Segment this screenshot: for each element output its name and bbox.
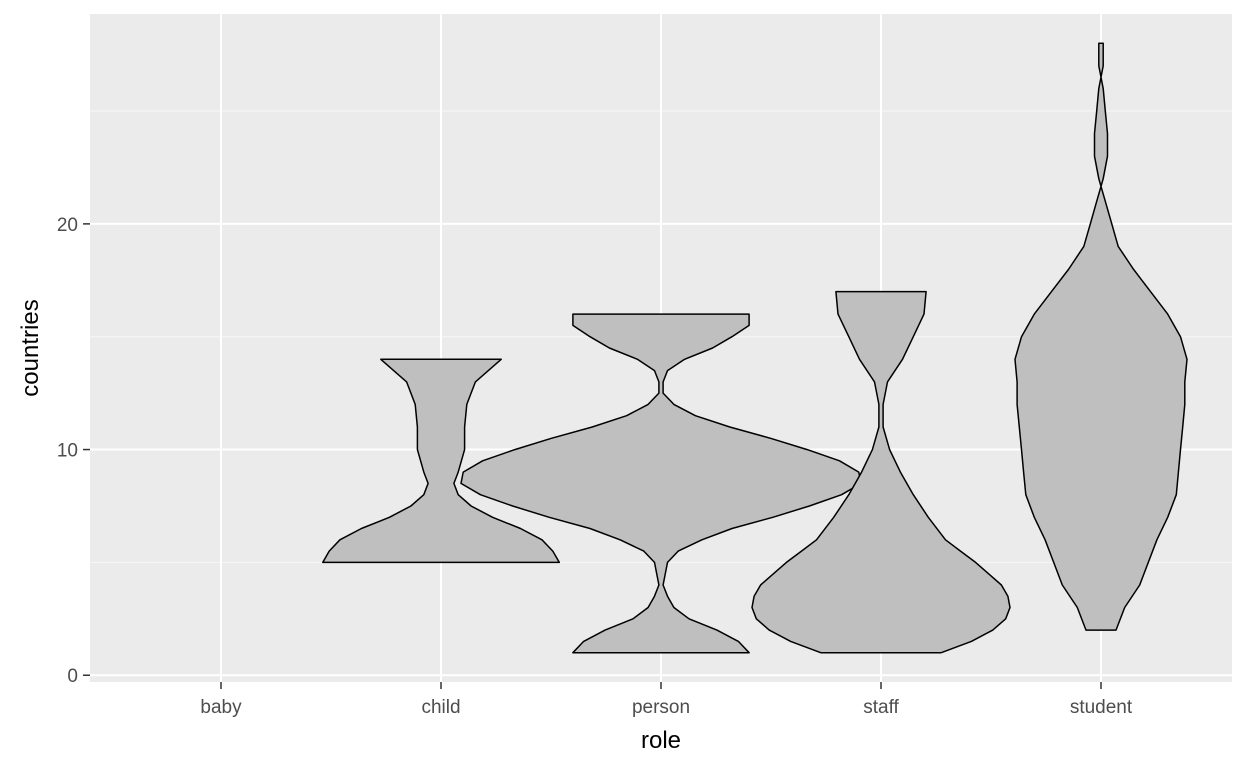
- x-tick-label: staff: [863, 697, 899, 718]
- violin-person: [460, 313, 862, 654]
- x-tick-label: child: [421, 697, 460, 718]
- x-tick-label: person: [632, 697, 690, 718]
- y-tick-label: 0: [67, 666, 78, 687]
- y-tick-label: 10: [57, 441, 78, 462]
- y-tick-label: 20: [57, 215, 78, 236]
- x-tick-label: student: [1070, 697, 1133, 718]
- violin-staff: [751, 290, 1011, 654]
- x-axis-title: role: [641, 727, 681, 754]
- violins: [322, 42, 1188, 654]
- x-axis-ticks: baby child person staff student: [200, 682, 1133, 718]
- x-tick-label: baby: [200, 697, 242, 718]
- y-axis-ticks: 0 10 20: [57, 215, 90, 687]
- y-axis-title: countries: [17, 299, 44, 396]
- violin-child: [322, 358, 561, 564]
- violin-student: [1014, 42, 1188, 631]
